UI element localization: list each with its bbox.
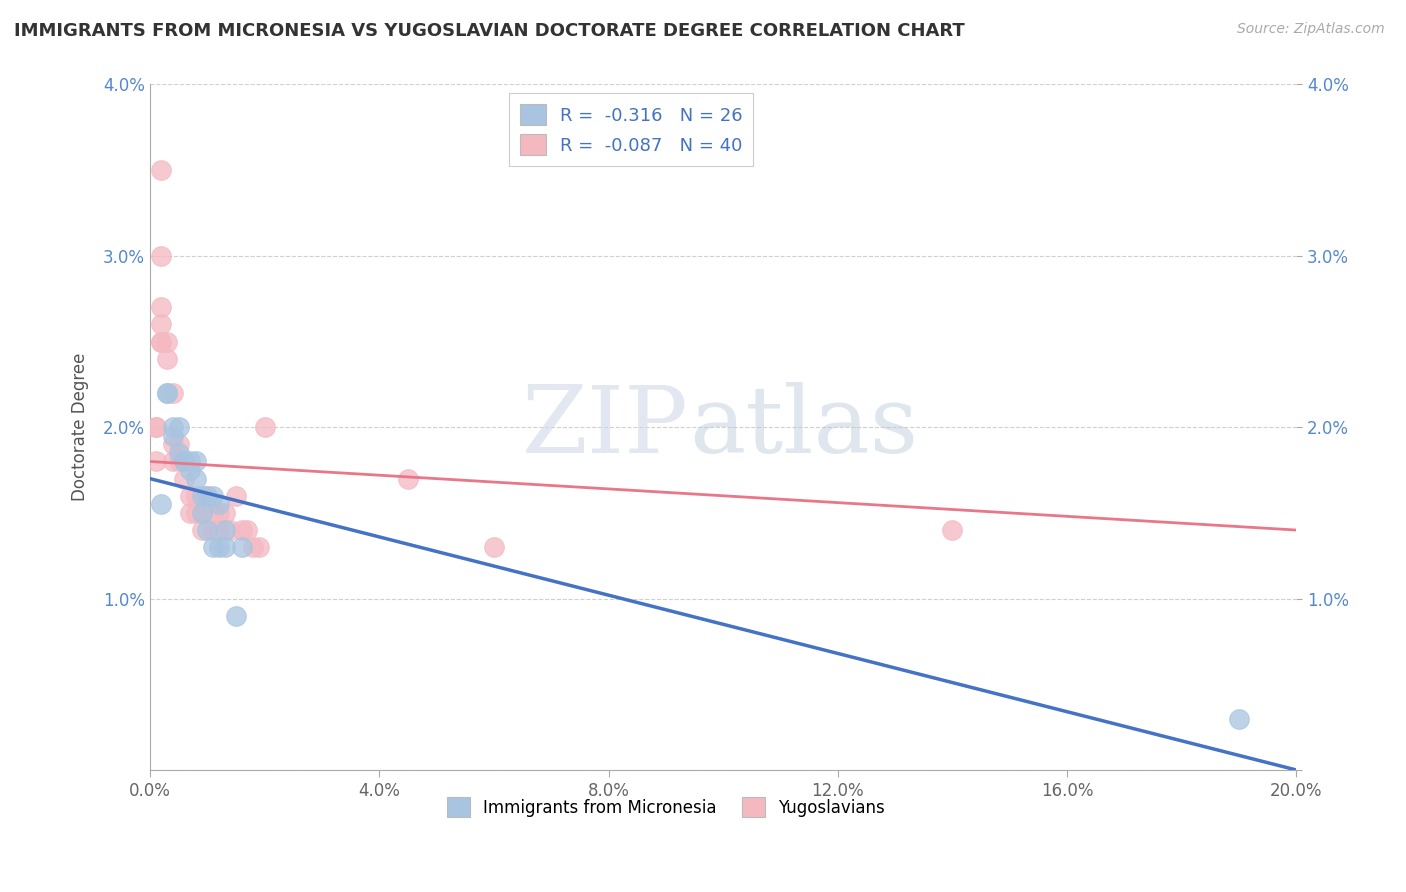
Point — [179, 454, 201, 468]
Point — [219, 523, 242, 537]
Point — [1227, 712, 1250, 726]
Point — [236, 523, 259, 537]
Point — [150, 334, 173, 349]
Point — [179, 506, 201, 520]
Point — [184, 506, 207, 520]
Point — [162, 454, 184, 468]
Point — [162, 429, 184, 443]
Point — [150, 163, 173, 178]
Point — [156, 351, 179, 366]
Point — [167, 420, 190, 434]
Point — [253, 420, 276, 434]
Point — [162, 420, 184, 434]
Point — [167, 454, 190, 468]
Point — [190, 506, 212, 520]
Point — [225, 489, 247, 503]
Point — [162, 386, 184, 401]
Text: Source: ZipAtlas.com: Source: ZipAtlas.com — [1237, 22, 1385, 37]
Point — [202, 540, 225, 554]
Point — [145, 420, 167, 434]
Point — [156, 386, 179, 401]
Point — [184, 489, 207, 503]
Point — [150, 318, 173, 332]
Point — [214, 506, 236, 520]
Point — [202, 506, 225, 520]
Point — [179, 463, 201, 477]
Legend: Immigrants from Micronesia, Yugoslavians: Immigrants from Micronesia, Yugoslavians — [440, 791, 891, 823]
Point — [247, 540, 270, 554]
Point — [202, 523, 225, 537]
Point — [231, 540, 253, 554]
Point — [202, 489, 225, 503]
Point — [150, 497, 173, 511]
Point — [482, 540, 505, 554]
Point — [179, 489, 201, 503]
Point — [167, 437, 190, 451]
Point — [231, 523, 253, 537]
Point — [941, 523, 963, 537]
Point — [156, 334, 179, 349]
Point — [173, 472, 195, 486]
Point — [190, 489, 212, 503]
Point — [214, 540, 236, 554]
Point — [190, 523, 212, 537]
Point — [156, 386, 179, 401]
Point — [214, 523, 236, 537]
Point — [145, 454, 167, 468]
Text: IMMIGRANTS FROM MICRONESIA VS YUGOSLAVIAN DOCTORATE DEGREE CORRELATION CHART: IMMIGRANTS FROM MICRONESIA VS YUGOSLAVIA… — [14, 22, 965, 40]
Point — [242, 540, 264, 554]
Point — [208, 523, 231, 537]
Text: ZIP: ZIP — [522, 382, 689, 472]
Point — [208, 540, 231, 554]
Text: atlas: atlas — [689, 382, 918, 472]
Point — [195, 523, 218, 537]
Point — [184, 472, 207, 486]
Point — [173, 454, 195, 468]
Point — [195, 489, 218, 503]
Point — [184, 454, 207, 468]
Point — [225, 608, 247, 623]
Point — [150, 334, 173, 349]
Point — [190, 506, 212, 520]
Point — [162, 437, 184, 451]
Point — [195, 489, 218, 503]
Point — [145, 420, 167, 434]
Point — [150, 249, 173, 263]
Point — [167, 446, 190, 460]
Point — [396, 472, 419, 486]
Point — [173, 454, 195, 468]
Point — [208, 506, 231, 520]
Point — [150, 300, 173, 314]
Point — [208, 497, 231, 511]
Y-axis label: Doctorate Degree: Doctorate Degree — [72, 353, 89, 501]
Point — [173, 454, 195, 468]
